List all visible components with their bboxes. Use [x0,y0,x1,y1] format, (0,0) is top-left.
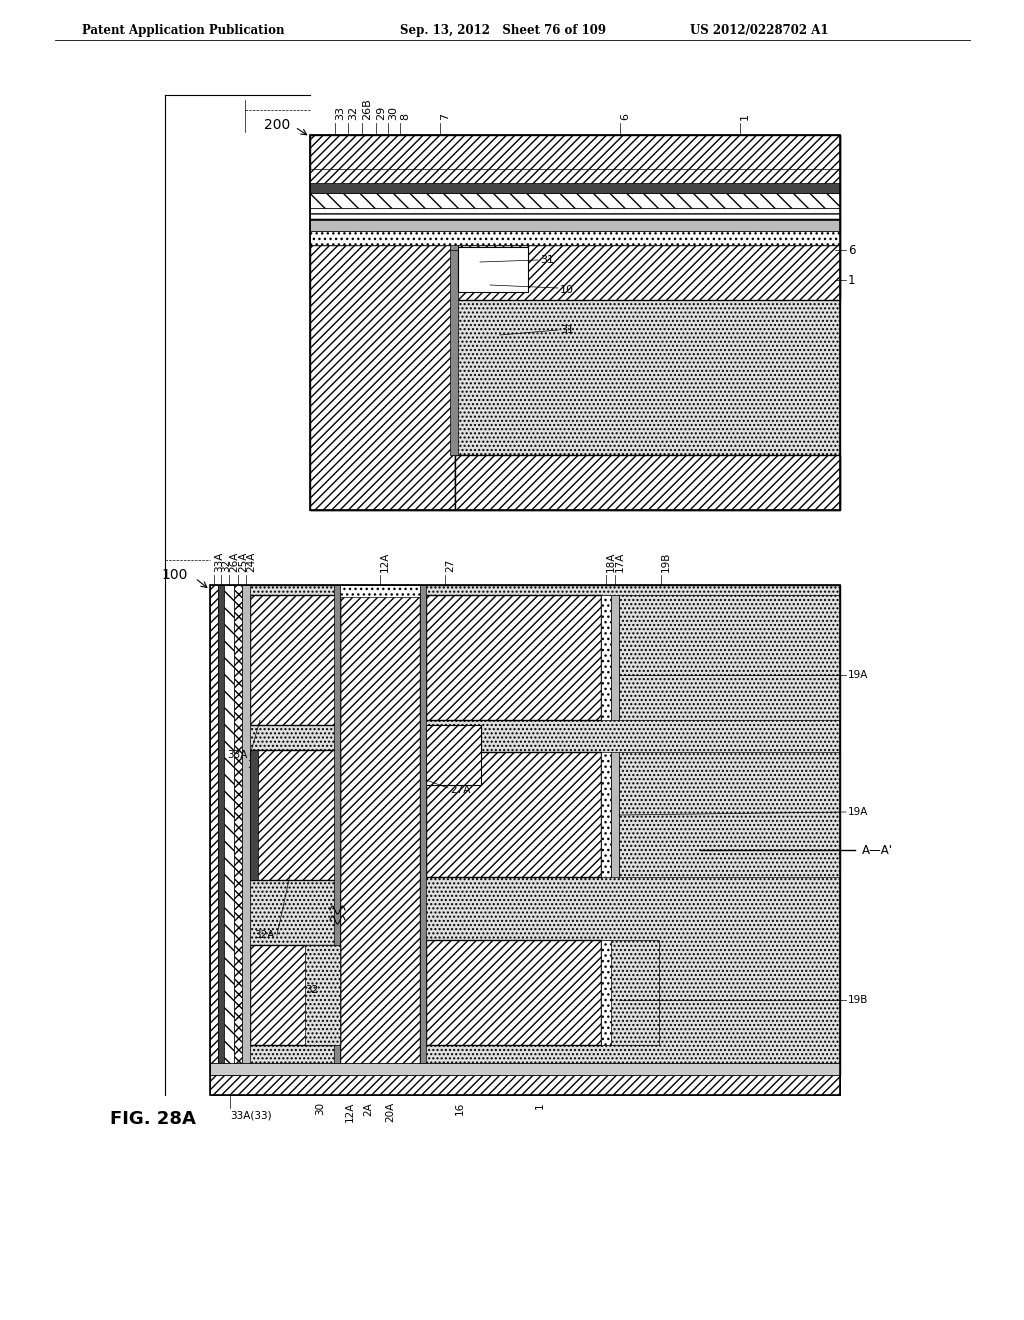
Text: 10: 10 [560,285,574,294]
Text: 30: 30 [315,1102,325,1115]
Bar [458,247,528,292]
Bar [234,585,242,1074]
Bar [305,945,340,1045]
Text: 19A: 19A [848,807,868,817]
Text: 31: 31 [540,255,554,265]
Text: 26B: 26B [362,98,372,120]
Bar [450,246,458,455]
Bar [618,752,840,876]
Text: 32: 32 [221,558,231,572]
Bar [601,595,611,719]
Text: 24A: 24A [246,552,256,572]
Text: Patent Application Publication: Patent Application Publication [82,24,285,37]
Text: 27: 27 [445,558,455,572]
Bar [210,1073,840,1096]
Text: 17A: 17A [615,552,625,572]
Bar [310,209,840,220]
Text: 20A: 20A [385,1102,395,1122]
Text: 1: 1 [740,114,750,120]
Bar [334,585,340,1074]
Text: 7: 7 [440,114,450,120]
Text: 16: 16 [455,1102,465,1115]
Bar [218,585,224,1074]
Bar [601,940,611,1045]
Bar [210,585,840,1074]
Text: 8: 8 [400,114,410,120]
Bar [250,750,340,880]
Bar [420,585,426,1074]
Bar [426,752,601,876]
Bar [242,585,250,1074]
Text: 33A: 33A [227,750,248,760]
Text: 12A: 12A [345,1102,355,1122]
Bar [310,135,840,510]
Text: 33A(33): 33A(33) [230,1110,271,1119]
Bar [601,752,611,876]
Bar [310,183,840,193]
Bar [210,1063,840,1074]
Text: 26A: 26A [229,552,239,572]
Bar [618,595,840,719]
Text: 200: 200 [264,117,290,132]
Bar [310,135,840,510]
Bar [310,135,840,246]
Text: 6: 6 [620,114,630,120]
Text: A—A': A—A' [862,843,893,857]
Bar [455,455,840,510]
Text: 100: 100 [162,568,188,582]
Text: US 2012/0228702 A1: US 2012/0228702 A1 [690,24,828,37]
Text: 29: 29 [376,106,386,120]
Bar [426,940,659,1045]
Text: 33: 33 [335,106,345,120]
Bar [224,585,234,1074]
Bar [310,135,455,510]
Text: FIG. 28A: FIG. 28A [110,1110,196,1129]
Bar [426,595,601,719]
Text: 31: 31 [560,325,574,335]
Bar [450,195,458,249]
Text: 6: 6 [848,243,855,256]
Bar [340,585,420,597]
Bar [611,752,618,876]
Text: 19A: 19A [848,671,868,680]
Text: 27A: 27A [450,785,470,795]
Text: 32: 32 [305,985,318,995]
Text: 30: 30 [388,106,398,120]
Text: 25A: 25A [238,552,248,572]
Bar [210,585,840,1096]
Bar [310,231,840,246]
Text: 12A: 12A [380,552,390,572]
Text: Sep. 13, 2012   Sheet 76 of 109: Sep. 13, 2012 Sheet 76 of 109 [400,24,606,37]
Bar [310,193,840,209]
Bar [310,220,840,231]
Bar [426,940,601,1045]
Text: 32A: 32A [255,931,275,940]
Bar [310,169,840,183]
Text: 1: 1 [535,1102,545,1109]
Bar [426,725,481,785]
Bar [210,585,218,1074]
Bar [250,595,340,725]
Text: 19B: 19B [848,995,868,1005]
Text: 2A: 2A [362,1102,373,1115]
Text: 32: 32 [247,760,260,770]
Text: 1: 1 [848,273,855,286]
Bar [250,750,258,880]
Text: 33A: 33A [214,552,224,572]
Bar [611,595,618,719]
Bar [455,246,840,300]
Bar [250,945,340,1045]
Text: 19B: 19B [662,552,671,572]
Text: 32: 32 [348,106,358,120]
Text: 18A: 18A [606,552,616,572]
Bar [340,585,420,1074]
